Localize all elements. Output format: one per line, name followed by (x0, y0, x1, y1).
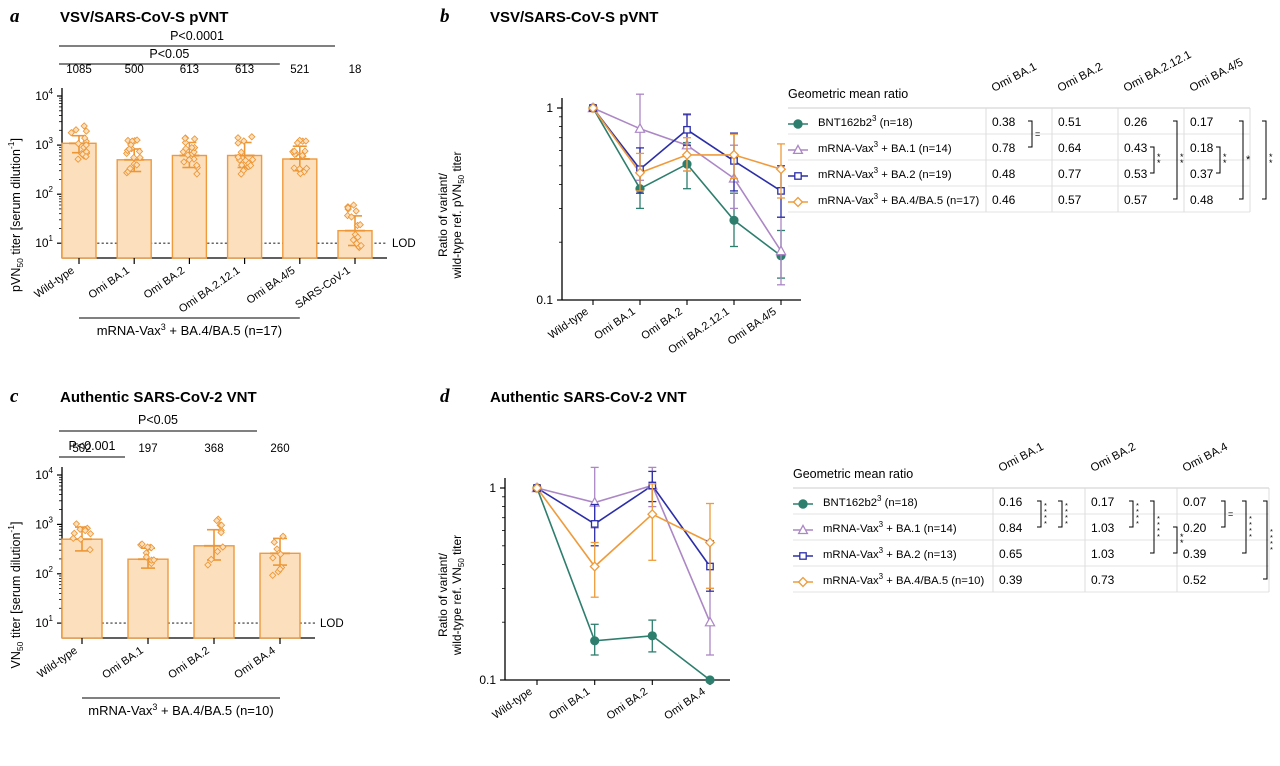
svg-text:b: b (440, 6, 450, 27)
svg-text:VSV/SARS-CoV-S pVNT: VSV/SARS-CoV-S pVNT (490, 9, 658, 26)
svg-text:LOD: LOD (392, 238, 416, 250)
svg-text:=: = (1228, 509, 1233, 519)
svg-text:500: 500 (125, 64, 144, 76)
svg-text:*: * (1223, 158, 1227, 168)
svg-text:wild-type ref. VN50 titer: wild-type ref. VN50 titer (450, 535, 466, 656)
svg-text:P<0.05: P<0.05 (138, 413, 178, 427)
svg-text:LOD: LOD (320, 618, 344, 630)
svg-text:0.39: 0.39 (999, 573, 1023, 587)
svg-text:VSV/SARS-CoV-S pVNT: VSV/SARS-CoV-S pVNT (60, 9, 228, 26)
svg-text:Authentic SARS-CoV-2 VNT: Authentic SARS-CoV-2 VNT (490, 389, 687, 406)
svg-text:mRNA-Vax3 + BA.2 (n=13): mRNA-Vax3 + BA.2 (n=13) (823, 546, 957, 561)
svg-text:pVN50 titer [serum dilution-1]: pVN50 titer [serum dilution-1] (6, 138, 25, 292)
svg-text:mRNA-Vax3 + BA.4/BA.5 (n=10): mRNA-Vax3 + BA.4/BA.5 (n=10) (88, 702, 273, 718)
svg-text:*: * (1157, 532, 1160, 541)
svg-text:1.03: 1.03 (1091, 547, 1115, 561)
svg-text:0.48: 0.48 (1190, 193, 1214, 207)
svg-text:0.53: 0.53 (1124, 167, 1148, 181)
svg-text:*: * (1136, 519, 1139, 528)
svg-text:197: 197 (138, 443, 157, 455)
svg-text:613: 613 (180, 64, 199, 76)
svg-text:1: 1 (546, 101, 553, 115)
svg-text:Ratio of variant/: Ratio of variant/ (436, 552, 450, 637)
svg-text:mRNA-Vax3 + BA.1 (n=14): mRNA-Vax3 + BA.1 (n=14) (823, 520, 957, 535)
svg-text:0.64: 0.64 (1058, 141, 1082, 155)
svg-text:*: * (1269, 158, 1273, 168)
svg-text:*: * (1044, 519, 1047, 528)
svg-text:0.07: 0.07 (1183, 495, 1207, 509)
svg-text:0.37: 0.37 (1190, 167, 1214, 181)
svg-text:613: 613 (235, 64, 254, 76)
svg-text:1085: 1085 (66, 64, 92, 76)
svg-text:wild-type ref. pVN50 titer: wild-type ref. pVN50 titer (450, 152, 466, 280)
svg-text:mRNA-Vax3 + BA.4/BA.5 (n=10): mRNA-Vax3 + BA.4/BA.5 (n=10) (823, 572, 984, 587)
svg-text:Geometric mean ratio: Geometric mean ratio (788, 87, 908, 101)
svg-text:18: 18 (349, 64, 362, 76)
svg-text:mRNA-Vax3 + BA.4/BA.5 (n=17): mRNA-Vax3 + BA.4/BA.5 (n=17) (818, 192, 979, 207)
svg-text:*: * (1180, 158, 1184, 168)
svg-text:0.77: 0.77 (1058, 167, 1082, 181)
svg-text:0.52: 0.52 (1183, 573, 1207, 587)
svg-text:0.17: 0.17 (1190, 115, 1214, 129)
svg-text:c: c (10, 386, 19, 407)
svg-text:P<0.05: P<0.05 (149, 47, 189, 61)
svg-text:0.78: 0.78 (992, 141, 1016, 155)
svg-text:Authentic SARS-CoV-2 VNT: Authentic SARS-CoV-2 VNT (60, 389, 257, 406)
svg-text:mRNA-Vax3 + BA.4/BA.5 (n=17): mRNA-Vax3 + BA.4/BA.5 (n=17) (97, 322, 282, 338)
svg-text:521: 521 (290, 64, 309, 76)
svg-text:P<0.001: P<0.001 (69, 439, 116, 453)
svg-text:260: 260 (270, 443, 289, 455)
svg-text:0.57: 0.57 (1058, 193, 1082, 207)
svg-text:P<0.0001: P<0.0001 (170, 29, 224, 43)
svg-text:0.39: 0.39 (1183, 547, 1207, 561)
svg-text:*: * (1065, 519, 1068, 528)
svg-text:Geometric mean ratio: Geometric mean ratio (793, 467, 913, 481)
svg-text:1.03: 1.03 (1091, 521, 1115, 535)
svg-text:0.1: 0.1 (536, 293, 553, 307)
svg-text:0.51: 0.51 (1058, 115, 1082, 129)
svg-text:=: = (1035, 129, 1040, 139)
svg-text:0.57: 0.57 (1124, 193, 1148, 207)
svg-text:368: 368 (204, 443, 223, 455)
svg-text:Ratio of variant/: Ratio of variant/ (436, 172, 450, 257)
svg-text:0.48: 0.48 (992, 167, 1016, 181)
svg-text:0.1: 0.1 (479, 673, 496, 687)
svg-text:0.38: 0.38 (992, 115, 1016, 129)
svg-text:0.17: 0.17 (1091, 495, 1115, 509)
svg-text:0.16: 0.16 (999, 495, 1023, 509)
svg-text:d: d (440, 386, 450, 407)
svg-text:0.18: 0.18 (1190, 141, 1214, 155)
svg-text:BNT162b23 (n=18): BNT162b23 (n=18) (823, 494, 918, 509)
svg-text:*: * (1270, 545, 1273, 554)
svg-text:0.20: 0.20 (1183, 521, 1207, 535)
svg-text:BNT162b23 (n=18): BNT162b23 (n=18) (818, 114, 913, 129)
svg-text:a: a (10, 6, 20, 27)
svg-text:1: 1 (489, 481, 496, 495)
svg-text:0.43: 0.43 (1124, 141, 1148, 155)
svg-text:mRNA-Vax3 + BA.1 (n=14): mRNA-Vax3 + BA.1 (n=14) (818, 140, 952, 155)
svg-text:*: * (1249, 532, 1252, 541)
svg-text:*: * (1180, 538, 1184, 548)
svg-text:0.46: 0.46 (992, 193, 1016, 207)
svg-text:mRNA-Vax3 + BA.2 (n=19): mRNA-Vax3 + BA.2 (n=19) (818, 166, 952, 181)
svg-text:0.26: 0.26 (1124, 115, 1148, 129)
svg-text:0.73: 0.73 (1091, 573, 1115, 587)
svg-text:0.84: 0.84 (999, 521, 1023, 535)
svg-text:*: * (1157, 158, 1161, 168)
svg-text:*: * (1246, 154, 1251, 166)
svg-text:0.65: 0.65 (999, 547, 1023, 561)
